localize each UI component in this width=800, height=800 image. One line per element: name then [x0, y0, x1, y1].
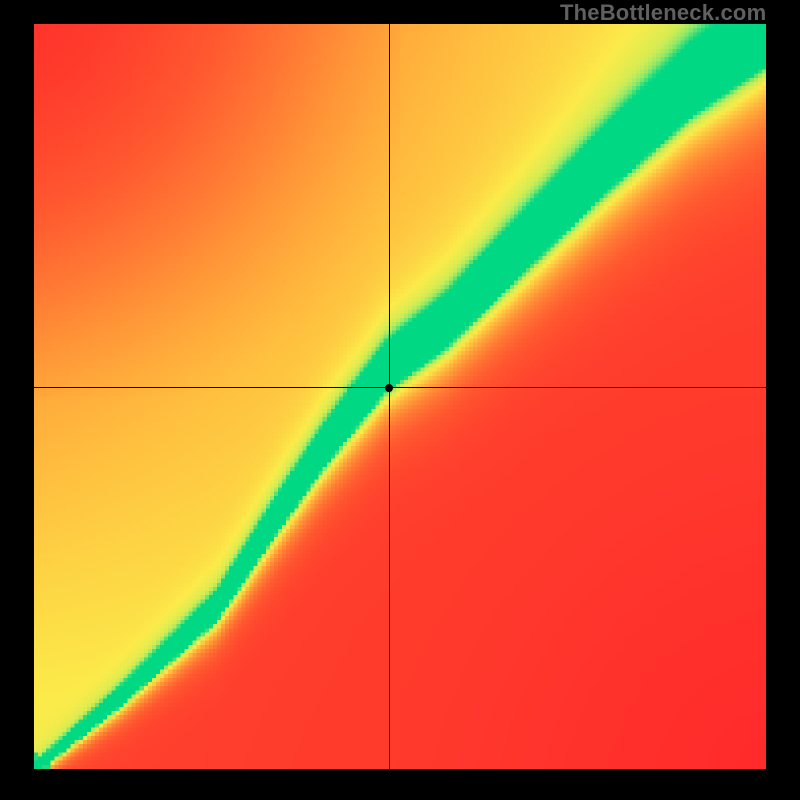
chart-stage: TheBottleneck.com: [0, 0, 800, 800]
watermark-label: TheBottleneck.com: [560, 0, 766, 26]
crosshair-dot: [385, 384, 393, 392]
bottleneck-heatmap: [34, 24, 766, 769]
crosshair-horizontal: [34, 387, 766, 388]
crosshair-vertical: [389, 24, 390, 769]
